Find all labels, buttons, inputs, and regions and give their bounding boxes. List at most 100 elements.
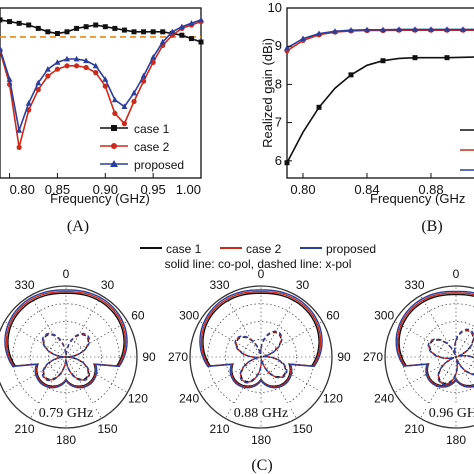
point-a-0-1 xyxy=(7,19,13,25)
polar-frequency-box xyxy=(36,403,96,421)
point-a-2-8 xyxy=(73,55,80,62)
polar-grid-ring xyxy=(225,321,297,393)
polar-plot-1: 0 30 60 90 120 150 180 210 330 0.79 GHz xyxy=(0,267,156,447)
polar-angle-label: 270 xyxy=(168,350,188,364)
plot-a: 0.80 0.85 0.90 0.95 1.00 case 1 case 2 propo… xyxy=(0,7,204,235)
point-a-0-21 xyxy=(198,39,204,45)
point-a-2-16 xyxy=(150,54,157,60)
point-a-0-8 xyxy=(74,25,80,31)
polar-grid-ring xyxy=(47,338,85,376)
polar-co-pol-case-2 xyxy=(396,292,474,388)
legend-a: case 1 case 2 proposed xyxy=(100,122,184,172)
point-a-0-3 xyxy=(26,22,32,28)
ytick-label-b: 6 xyxy=(275,153,282,168)
plot-b: 0.80 0.84 0.88 6 7 8 9 10 Realized gain (dBi) F… xyxy=(260,0,474,235)
polar-co-pol-proposed xyxy=(395,290,474,388)
point-a-0-19 xyxy=(179,32,185,38)
legend-c-case2: case 2 xyxy=(246,242,282,256)
point-a-2-12 xyxy=(111,96,118,103)
point-a-2-9 xyxy=(83,57,90,64)
point-a-2-11 xyxy=(102,76,109,82)
polar-angle-label: 180 xyxy=(446,433,466,447)
point-a-2-6 xyxy=(54,59,61,65)
legend-b xyxy=(460,129,474,171)
point-a-2-1 xyxy=(6,76,13,82)
point-a-0-14 xyxy=(131,29,137,35)
polar-angle-label: 240 xyxy=(374,392,394,406)
polar-angle-label: 180 xyxy=(56,433,76,447)
point-b-2-8 xyxy=(412,26,418,32)
polar-angle-label: 120 xyxy=(128,392,148,406)
polar-angle-label: 210 xyxy=(14,422,34,436)
point-a-2-17 xyxy=(159,38,166,45)
point-a-2-20 xyxy=(188,20,195,26)
point-b-2-2 xyxy=(316,30,322,36)
polar-angle-label: 60 xyxy=(326,309,340,323)
polar-angle-label: 0 xyxy=(453,267,460,281)
polar-x-pol-proposed xyxy=(41,332,91,382)
panel-label-b: (B) xyxy=(421,218,442,235)
xtick-label-b: 0.84 xyxy=(354,182,379,197)
point-a-2-13 xyxy=(121,103,128,109)
series-b-case-1 xyxy=(286,56,474,164)
polar-angle-label: 120 xyxy=(323,392,343,406)
ylabel-b: Realized gain (dBi) xyxy=(260,38,275,148)
polar-x-pol-proposed xyxy=(427,328,474,386)
point-b-0-6 xyxy=(380,58,386,64)
point-a-2-3 xyxy=(25,100,32,106)
point-b-2-3 xyxy=(332,28,338,34)
legend-c: case 1 case 2 proposed solid line: co-po… xyxy=(140,242,376,271)
point-a-2-21 xyxy=(198,16,204,23)
point-b-0-2 xyxy=(316,104,322,110)
point-a-0-7 xyxy=(64,29,70,35)
xtick-label-a: 0.85 xyxy=(45,182,70,197)
polar-angle-label: 330 xyxy=(404,278,424,292)
series-a-case-2 xyxy=(0,20,202,148)
polar-frequency-box xyxy=(426,403,474,421)
xtick-label-a: 1.00 xyxy=(176,182,201,197)
point-b-0-0 xyxy=(284,160,290,166)
point-a-1-11 xyxy=(102,83,108,89)
xlabel-a: Frequency (GHz) xyxy=(50,191,150,206)
point-b-2-10 xyxy=(444,26,450,32)
polar-outer-ring xyxy=(384,285,474,429)
point-a-1-4 xyxy=(35,87,41,93)
polar-angle-label: 60 xyxy=(131,309,145,323)
point-b-2-4 xyxy=(348,26,354,33)
point-a-0-2 xyxy=(16,20,22,26)
point-a-1-8 xyxy=(73,63,80,69)
polar-frequency-label: 0.79 GHz xyxy=(39,406,93,421)
point-a-2-14 xyxy=(131,89,137,96)
polar-angle-label: 240 xyxy=(179,392,199,406)
polar-frequency-label: 0.96 GHz xyxy=(429,406,474,421)
polar-outer-ring xyxy=(189,285,333,429)
polar-plot-2: 0 30 60 90 120 150 180 210 240 270 300 330 0.88 GHz xyxy=(168,267,351,447)
series-b-case-2 xyxy=(286,29,474,52)
polar-angle-label: 0 xyxy=(63,267,70,281)
polar-angle-label: 0 xyxy=(258,267,265,281)
point-a-2-0 xyxy=(0,45,3,52)
ytick-label-b: 7 xyxy=(275,115,282,130)
series-a-proposed xyxy=(0,19,202,134)
polar-spoke xyxy=(65,295,102,358)
polar-angle-label: 330 xyxy=(209,278,229,292)
ytick-label-b: 8 xyxy=(275,76,282,91)
point-a-1-5 xyxy=(45,73,51,79)
polar-angle-label: 300 xyxy=(179,309,199,323)
point-a-0-6 xyxy=(54,31,60,36)
point-a-2-10 xyxy=(92,62,99,69)
point-a-0-5 xyxy=(45,29,51,35)
xtick-label-a: 0.80 xyxy=(10,182,35,197)
polar-outer-ring xyxy=(0,285,138,429)
point-b-2-7 xyxy=(396,26,402,32)
legend-a-case2: case 2 xyxy=(134,140,170,154)
polar-grid-ring xyxy=(30,321,102,393)
legend-a-proposed: proposed xyxy=(134,158,184,172)
polar-angle-label: 30 xyxy=(101,278,115,292)
polar-grid-ring xyxy=(242,338,280,376)
point-b-2-5 xyxy=(364,26,370,33)
legend-a-case1: case 1 xyxy=(134,122,170,136)
polar-spoke xyxy=(394,321,457,358)
point-a-0-0 xyxy=(0,17,3,23)
xtick-label-a: 0.95 xyxy=(140,182,165,197)
